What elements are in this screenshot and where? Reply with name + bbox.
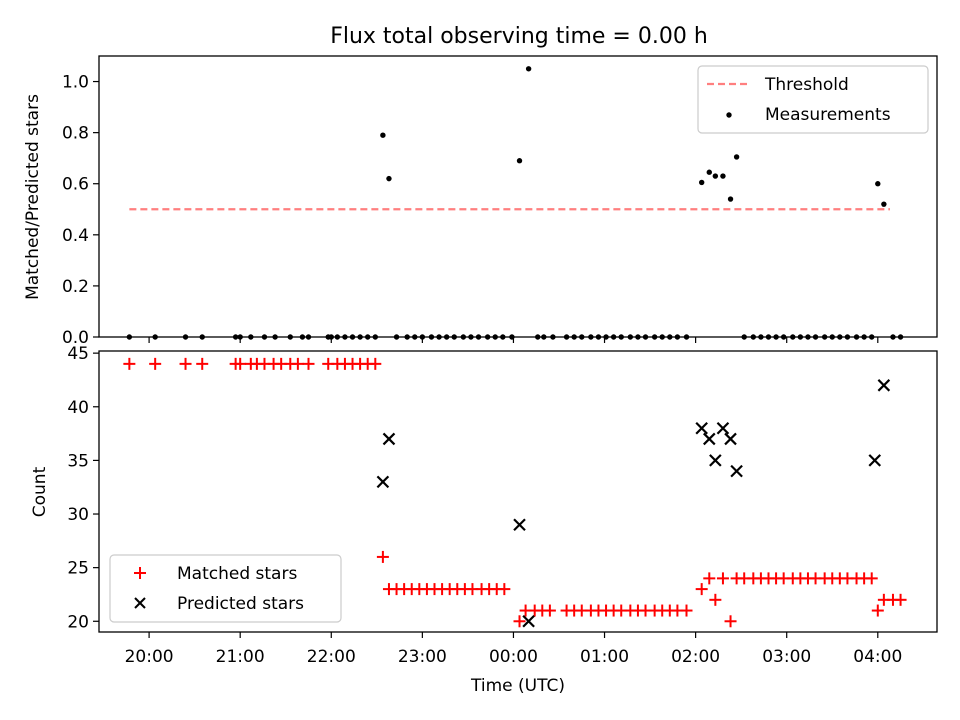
measurement-point [698,179,705,186]
matched-star-marker [179,357,192,370]
matched-star-marker [196,357,209,370]
count-y-tick-label: 30 [67,505,89,525]
ratio-y-tick-label: 1.0 [62,73,89,93]
legend-predicted-swatch [134,597,146,609]
matched-star-marker [149,357,162,370]
measurement-point [386,175,392,182]
matched-star-markers [123,357,907,628]
matched-star-marker [703,572,716,585]
ratio-legend-box [697,65,929,134]
matched-star-marker [871,604,884,617]
matched-star-marker [894,593,907,606]
ratio-y-axis-label: Matched/Predicted stars [23,94,43,300]
ratio-y-tick-label: 0.4 [62,226,89,246]
count-y-tick-label: 40 [67,398,89,418]
predicted-star-marker [522,614,535,628]
predicted-star-marker [695,421,708,435]
legend-measurement-swatch [726,112,732,118]
count-y-tick-label: 25 [67,559,89,579]
ratio-legend: Threshold Measurements [697,65,929,134]
matched-star-marker [498,583,511,596]
ratio-y-ticks: 0.0 0.2 0.4 0.6 0.8 1.0 [62,73,99,348]
matched-star-marker [291,357,304,370]
count-y-axis-label: Count [30,466,50,517]
x-tick-label: 21:00 [216,647,265,667]
ratio-y-tick-label: 0.8 [62,124,89,144]
matched-star-marker [513,615,526,628]
predicted-star-marker [376,475,390,489]
x-tick-label: 02:00 [671,647,720,667]
ratio-panel: 0.0 0.2 0.4 0.6 0.8 1.0 Matched/Predicted sta… [23,55,938,348]
matched-star-marker [680,604,693,617]
measurement-point [516,158,523,164]
count-panel: 20 25 30 35 40 45 20:00 21:00 22:00 23:00 00:00 01… [30,344,938,696]
matched-star-marker [716,572,729,585]
measurement-point [727,196,734,202]
count-x-ticks: 20:00 21:00 22:00 23:00 00:00 01:00 02:00 03:00… [125,632,902,667]
legend-threshold-label: Threshold [764,75,849,95]
count-y-tick-label: 20 [67,612,89,632]
measurement-point [733,154,740,160]
matched-star-marker [709,593,722,606]
x-axis-label: Time (UTC) [470,676,565,696]
x-tick-label: 04:00 [853,647,902,667]
predicted-star-marker [716,421,730,435]
measurement-point [706,169,712,175]
predicted-star-marker [382,432,396,446]
x-tick-label: 23:00 [398,647,447,667]
ratio-y-tick-label: 0.0 [62,328,89,348]
count-y-tick-label: 45 [67,344,89,364]
matched-star-marker [865,572,878,585]
ratio-y-tick-label: 0.6 [62,175,89,195]
legend-matched-swatch [134,567,146,579]
x-tick-label: 01:00 [580,647,629,667]
measurement-point [525,66,532,72]
chart-title: Flux total observing time = 0.00 h [330,24,708,49]
matched-star-marker [369,357,382,370]
count-plot-frame [98,350,938,633]
measurement-point [875,181,881,187]
legend-predicted-label: Predicted stars [177,594,304,614]
count-legend: Matched stars Predicted stars [109,554,342,623]
measurement-point [720,173,726,179]
x-tick-label: 20:00 [125,647,174,667]
predicted-star-marker [877,379,891,392]
matched-star-marker [724,615,737,628]
matched-star-marker [123,357,136,370]
predicted-star-marker [513,518,526,532]
measurement-point [380,132,386,138]
count-y-tick-label: 35 [67,451,89,471]
matched-star-marker [695,583,708,596]
predicted-star-marker [724,432,737,446]
ratio-y-tick-label: 0.2 [62,277,89,297]
predicted-star-marker [703,432,716,446]
legend-measurement-label: Measurements [765,105,891,125]
legend-matched-label: Matched stars [177,564,297,584]
measurement-point [881,201,887,207]
matched-star-marker [376,550,389,563]
predicted-star-marker [730,464,743,478]
ratio-plot-frame [98,55,938,338]
matched-star-marker [234,357,247,370]
predicted-star-marker [868,454,882,467]
matched-star-marker [543,604,556,617]
matched-star-marker [302,357,315,370]
count-y-ticks: 20 25 30 35 40 45 [67,344,99,632]
measurement-point [712,173,719,179]
x-tick-label: 03:00 [762,647,811,667]
predicted-star-marker [709,454,722,467]
x-tick-label: 22:00 [307,647,356,667]
predicted-star-markers [376,379,891,628]
x-tick-label: 00:00 [489,647,538,667]
count-legend-box [109,554,342,623]
